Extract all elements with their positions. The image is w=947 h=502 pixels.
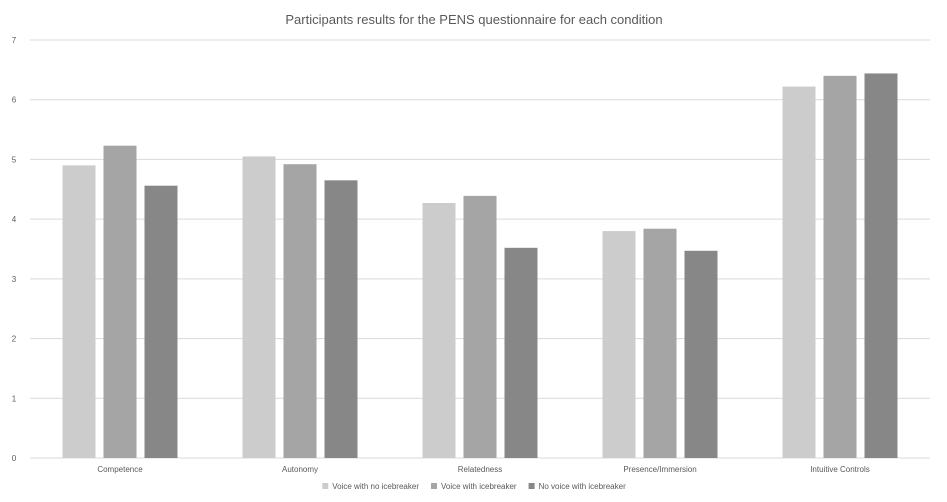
bar-autonomy-series-2	[324, 180, 358, 459]
x-category-label-3: Presence/Immersion	[623, 465, 696, 474]
bar-intuitive-controls-series-1	[823, 75, 857, 458]
bar-competence-series-1	[103, 145, 137, 459]
x-category-label-4: Intuitive Controls	[810, 465, 870, 474]
legend-swatch-0	[322, 483, 329, 489]
y-tick-label-3: 3	[12, 275, 17, 284]
bar-autonomy-series-1	[283, 164, 317, 458]
legend-label-0: Voice with no icebreaker	[332, 482, 419, 491]
bars	[62, 73, 898, 459]
legend-item-2: No voice with icebreaker	[528, 482, 626, 491]
bar-intuitive-controls-series-0	[782, 86, 816, 458]
y-tick-label-5: 5	[12, 155, 17, 164]
bar-autonomy-series-0	[242, 156, 276, 458]
legend: Voice with no icebreaker Voice with icebr…	[322, 482, 626, 491]
bar-presence-immersion-series-1	[643, 228, 677, 458]
bar-relatedness-series-1	[463, 195, 497, 458]
bar-relatedness-series-2	[504, 247, 538, 458]
legend-label-1: Voice with icebreaker	[441, 482, 517, 491]
x-axis-category-labels: Competence Autonomy Relatedness Presence/Im…	[97, 465, 869, 474]
y-tick-label-7: 7	[12, 36, 17, 45]
x-category-label-0: Competence	[97, 465, 143, 474]
y-tick-label-1: 1	[12, 394, 17, 403]
bar-intuitive-controls-series-2	[864, 73, 898, 458]
legend-item-1: Voice with icebreaker	[430, 482, 517, 491]
bar-competence-series-0	[62, 165, 96, 458]
y-axis-tick-labels: 0 1 2 3 4 5 6 7	[12, 36, 17, 463]
x-category-label-2: Relatedness	[458, 465, 502, 474]
bar-relatedness-series-0	[422, 203, 456, 458]
y-tick-label-6: 6	[12, 96, 17, 105]
legend-item-0: Voice with no icebreaker	[322, 482, 419, 491]
y-tick-label-0: 0	[12, 454, 17, 463]
legend-swatch-1	[430, 483, 437, 489]
x-category-label-1: Autonomy	[282, 465, 318, 474]
chart-title: Participants results for the PENS questi…	[285, 12, 662, 27]
legend-swatch-2	[528, 483, 535, 489]
bar-presence-immersion-series-0	[602, 231, 636, 458]
bar-competence-series-2	[144, 185, 178, 458]
y-tick-label-4: 4	[12, 215, 17, 224]
bar-presence-immersion-series-2	[684, 250, 718, 458]
legend-label-2: No voice with icebreaker	[539, 482, 626, 491]
y-tick-label-2: 2	[12, 335, 17, 344]
